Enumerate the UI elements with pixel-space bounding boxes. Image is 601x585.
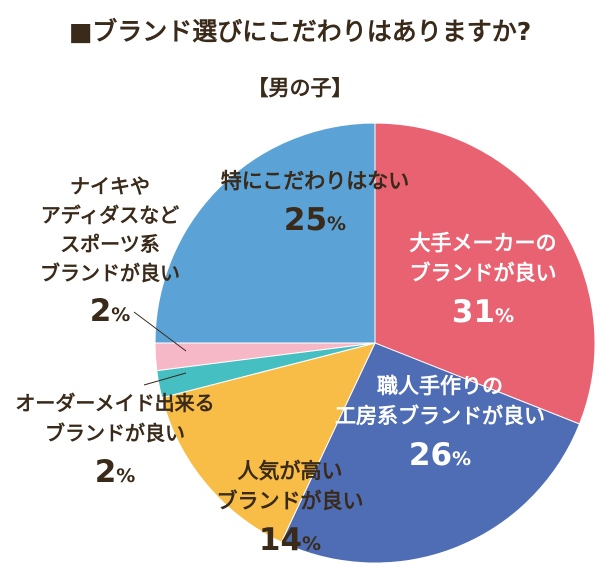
slice-label-line: 職人手作りの <box>377 374 503 398</box>
leader-line-4 <box>133 311 187 352</box>
slice-label-line: オーダーメイド出来る <box>15 391 214 415</box>
leader-lines <box>133 311 187 386</box>
slice-label-line: ブランドが良い <box>217 489 364 513</box>
slice-value-label: 2% <box>95 454 136 490</box>
slice-label-line: スポーツ系 <box>60 232 160 256</box>
slice-label-line: ブランドが良い <box>410 261 557 285</box>
slice-label-line: 工房系ブランドが良い <box>335 404 545 428</box>
leader-line-3 <box>143 372 187 386</box>
slice-labels: 大手メーカーのブランドが良い31%職人手作りの工房系ブランドが良い26%人気が高… <box>15 169 556 558</box>
pie-slice-1 <box>280 342 581 564</box>
pie-slice-2 <box>161 342 376 543</box>
chart-subtitle: 【男の子】 <box>248 76 353 100</box>
slice-value-label: 2% <box>90 293 131 329</box>
slice-value-label: 25% <box>284 202 346 238</box>
chart-title: ■ブランド選びにこだわりはありますか? <box>69 17 532 46</box>
slice-label-line: ブランドが良い <box>45 421 185 445</box>
slice-value-label: 14% <box>259 522 321 558</box>
pie-slice-5 <box>154 122 376 344</box>
slice-value-label: 26% <box>409 437 471 473</box>
pie-slice-0 <box>374 122 596 425</box>
slice-label-5: 特にこだわりはない 25% <box>221 169 410 238</box>
slice-label-line: 特にこだわりはない <box>221 169 410 193</box>
slice-label-line: 人気が高い <box>238 459 343 483</box>
slice-value-label: 31% <box>452 294 514 330</box>
slice-label-line: ナイキや <box>70 174 150 198</box>
slice-label-line: アディダスなど <box>41 203 180 227</box>
slice-label-line: 大手メーカーの <box>410 231 557 255</box>
pie-slices <box>154 122 596 564</box>
slice-label-line: ブランドが良い <box>40 261 180 285</box>
